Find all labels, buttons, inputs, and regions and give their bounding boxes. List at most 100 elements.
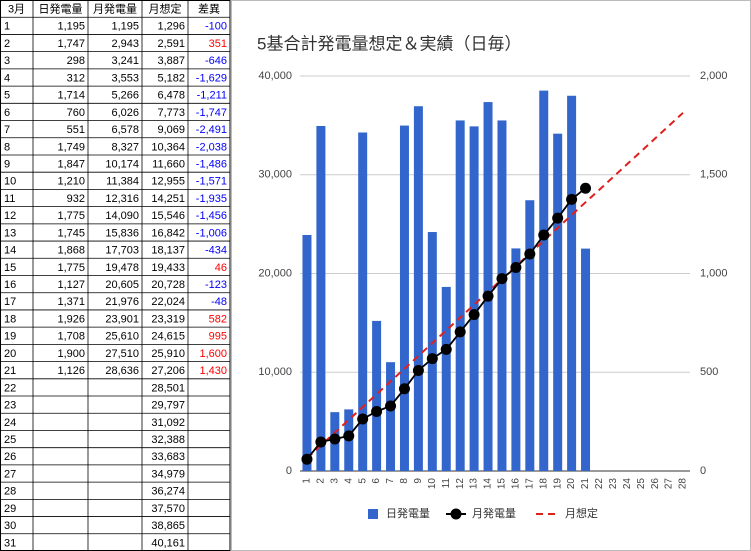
x-tick-label: 21 <box>580 478 591 490</box>
legend-swatch <box>450 508 462 520</box>
cell: -1,629 <box>196 72 227 84</box>
x-tick-label: 7 <box>385 478 396 484</box>
cell: 1,430 <box>199 365 227 377</box>
y-tick-label: 20,000 <box>258 267 292 279</box>
cell: 1,745 <box>57 227 85 239</box>
x-tick-label: 24 <box>622 478 633 490</box>
x-tick-label: 28 <box>678 478 689 490</box>
cell: 1,600 <box>199 348 227 360</box>
cell: 5,266 <box>111 90 139 102</box>
header-cell: 月発電量 <box>93 2 137 16</box>
y2-tick-label: 1,000 <box>700 267 728 279</box>
cell: 31,092 <box>151 417 185 429</box>
cell: 1,775 <box>57 210 85 222</box>
bar <box>553 133 563 472</box>
cell: 16,842 <box>151 227 185 239</box>
cell: 10,364 <box>151 141 185 153</box>
bar <box>372 320 382 471</box>
day-cell: 20 <box>4 348 16 360</box>
cell: -48 <box>211 296 227 308</box>
legend-label: 月想定 <box>565 506 598 520</box>
cell: 20,605 <box>105 279 139 291</box>
cell: 14,251 <box>151 193 185 205</box>
cell: 1,900 <box>57 348 85 360</box>
day-cell: 29 <box>4 503 16 515</box>
y2-tick-label: 2,000 <box>700 70 728 82</box>
y2-tick-label: 1,500 <box>700 169 728 181</box>
cell: 29,797 <box>151 400 185 412</box>
cell: 36,274 <box>151 486 185 498</box>
marker <box>510 262 522 274</box>
cell: 2,943 <box>111 38 139 50</box>
cell: 24,615 <box>151 331 185 343</box>
marker <box>454 326 466 338</box>
cell: 2,591 <box>157 38 185 50</box>
y2-tick-label: 500 <box>700 366 718 378</box>
marker <box>371 405 383 417</box>
cell: 3,887 <box>157 55 185 67</box>
y-tick-label: 30,000 <box>258 169 292 181</box>
marker <box>440 343 452 355</box>
header-cell: 月想定 <box>149 2 182 16</box>
day-cell: 7 <box>4 124 10 136</box>
cell: 298 <box>67 55 85 67</box>
cell: -1,211 <box>197 90 227 102</box>
cell: 312 <box>67 72 85 84</box>
cell: 1,847 <box>57 158 85 170</box>
cell: 22,024 <box>151 296 185 308</box>
y-tick-label: 0 <box>286 465 292 477</box>
x-tick-label: 10 <box>427 478 438 490</box>
x-tick-label: 18 <box>538 478 549 490</box>
cell: 14,090 <box>105 210 139 222</box>
day-cell: 23 <box>4 400 16 412</box>
marker <box>315 436 327 448</box>
cell: 34,979 <box>151 468 185 480</box>
x-tick-label: 23 <box>608 478 619 490</box>
cell: 19,433 <box>151 262 185 274</box>
day-cell: 15 <box>4 262 16 274</box>
marker <box>426 353 438 365</box>
cell: 10,174 <box>105 158 139 170</box>
day-cell: 11 <box>4 193 15 205</box>
cell: 6,478 <box>157 90 185 102</box>
y-tick-label: 10,000 <box>258 366 292 378</box>
cell: 25,610 <box>105 331 139 343</box>
bar <box>413 106 423 471</box>
day-cell: 14 <box>4 245 16 257</box>
bar <box>497 120 507 471</box>
x-tick-label: 8 <box>399 478 410 484</box>
day-cell: 12 <box>4 210 16 222</box>
day-cell: 19 <box>4 331 16 343</box>
cell: 1,708 <box>57 331 85 343</box>
x-tick-label: 9 <box>413 478 424 484</box>
cell: 551 <box>67 124 85 136</box>
marker <box>412 365 424 377</box>
marker <box>343 430 355 442</box>
x-tick-label: 5 <box>357 478 368 484</box>
day-cell: 6 <box>4 107 10 119</box>
day-cell: 10 <box>4 176 16 188</box>
cell: 46 <box>215 262 227 274</box>
bar <box>441 286 451 471</box>
bar <box>427 232 437 471</box>
day-cell: 2 <box>4 38 10 50</box>
day-cell: 9 <box>4 158 10 170</box>
day-cell: 25 <box>4 434 16 446</box>
x-tick-label: 27 <box>664 478 675 490</box>
y-tick-label: 40,000 <box>258 70 292 82</box>
cell: 9,069 <box>157 124 185 136</box>
cell: 582 <box>209 313 227 325</box>
x-tick-label: 26 <box>650 478 661 490</box>
cell: 3,241 <box>111 55 139 67</box>
day-cell: 16 <box>4 279 16 291</box>
cell: 7,773 <box>157 107 185 119</box>
cell: -2,491 <box>196 124 227 136</box>
marker <box>538 229 550 241</box>
legend-swatch <box>368 509 378 519</box>
cell: -1,456 <box>196 210 227 222</box>
x-tick-label: 13 <box>469 478 480 490</box>
marker <box>385 400 397 412</box>
x-tick-label: 20 <box>566 478 577 490</box>
marker <box>357 413 369 425</box>
bar <box>511 248 521 471</box>
